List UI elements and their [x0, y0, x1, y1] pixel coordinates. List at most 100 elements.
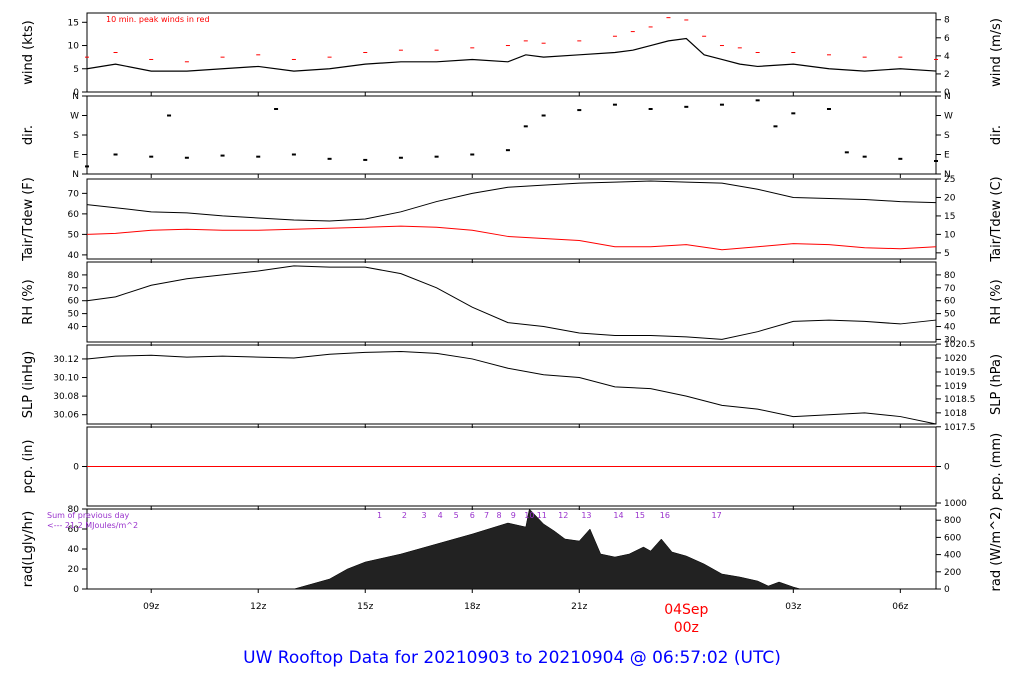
rad-hour-label: 1 [377, 511, 382, 520]
dir-point [719, 103, 724, 106]
temp-right-tick-label: 5 [944, 249, 950, 259]
rad-right-tick-label: 400 [944, 551, 961, 561]
dir-right-tick-label: E [944, 151, 950, 161]
dir-left-tick-label: E [73, 151, 79, 161]
temp-right-tick-label: 15 [944, 212, 955, 222]
slp-right-tick-label: 1020.5 [944, 340, 976, 350]
rad-note-line1: Sum of previous day [47, 511, 129, 520]
dir-point [398, 156, 403, 159]
temp-left-tick-label: 70 [68, 189, 80, 199]
slp-right-tick-label: 1017.5 [944, 423, 976, 433]
dir-left-tick-label: N [72, 92, 79, 102]
x-tick-label: 09z [143, 602, 159, 612]
wind-left-axis-label: wind (kts) [21, 20, 36, 84]
x-tick-label: 18z [464, 602, 480, 612]
wind-right-tick-label: 6 [944, 34, 950, 44]
dir-point [791, 112, 796, 115]
dir-point [773, 125, 778, 128]
dir-point [934, 160, 938, 162]
dir-point [113, 153, 118, 156]
rad-left-axis-label: rad(Lgly/hr) [21, 511, 36, 587]
rad-hour-label: 4 [438, 511, 443, 520]
dir-point [523, 125, 528, 128]
rad-hour-label: 6 [470, 511, 475, 520]
rh-panel-frame [86, 261, 937, 343]
slp-left-tick-label: 30.12 [53, 355, 79, 365]
dir-point [577, 109, 582, 112]
rh-right-tick-label: 70 [944, 284, 956, 294]
rh-left-tick-label: 50 [68, 310, 80, 320]
rad-hour-label: 13 [581, 511, 591, 520]
dir-point [541, 114, 546, 117]
slp-line [86, 351, 937, 425]
rh-left-axis-label: RH (%) [21, 279, 36, 324]
rad-right-tick-label: 600 [944, 533, 961, 543]
rad-hour-label: 7 [484, 511, 489, 520]
dir-point [648, 108, 653, 110]
wind-left-tick-label: 10 [68, 42, 80, 52]
rad-left-tick-label: 60 [68, 525, 80, 535]
rad-hour-label: 12 [558, 511, 568, 520]
rh-left-tick-label: 60 [68, 297, 80, 307]
date-marker-date: 04Sep [664, 602, 708, 618]
dir-right-tick-label: W [944, 112, 953, 122]
rad-hour-label: 2 [402, 511, 407, 520]
wind-left-tick-label: 15 [68, 18, 79, 28]
dir-panel-frame [86, 95, 937, 175]
rad-note-line2: <--- 21.2 MJoules/m^2 [47, 521, 138, 530]
wind-right-tick-label: 2 [944, 70, 950, 80]
dir-point [434, 155, 439, 158]
x-tick-label: 06z [892, 602, 908, 612]
dir-point [898, 157, 903, 160]
temp-right-axis-label: Tair/Tdew (C) [989, 176, 1004, 262]
dir-point [291, 153, 296, 156]
dir-left-tick-label: N [72, 170, 79, 180]
rad-right-tick-label: 200 [944, 568, 961, 578]
wind-right-tick-label: 0 [944, 88, 950, 98]
dir-right-tick-label: S [944, 131, 950, 141]
temp-left-tick-label: 60 [68, 210, 80, 220]
chart-title: UW Rooftop Data for 20210903 to 20210904… [243, 648, 781, 668]
slp-right-tick-label: 1018 [944, 409, 967, 419]
dir-point [220, 154, 225, 157]
dir-point [612, 103, 617, 106]
dir-point [149, 155, 154, 158]
dir-point [274, 108, 279, 110]
slp-left-axis-label: SLP (inHg) [21, 351, 36, 419]
dir-point [684, 105, 689, 108]
x-tick-label: 03z [785, 602, 801, 612]
dir-left-tick-label: W [70, 112, 79, 122]
dir-left-tick-label: S [73, 131, 79, 141]
rh-right-tick-label: 40 [944, 323, 956, 333]
rad-hour-label: 5 [454, 511, 459, 520]
wind-right-tick-label: 4 [944, 52, 950, 62]
x-tick-label: 15z [357, 602, 373, 612]
rh-line [86, 265, 937, 340]
slp-right-tick-label: 1019 [944, 382, 967, 392]
rad-hour-label: 10 [524, 511, 534, 520]
x-tick-label: 21z [571, 602, 587, 612]
pcp-left-tick-label: 0 [73, 463, 79, 473]
rad-right-tick-label: 1000 [944, 499, 967, 509]
rad-hour-label: 3 [422, 511, 427, 520]
rad-hour-label: 9 [511, 511, 516, 520]
rad-hour-label: 16 [660, 511, 670, 520]
dir-point [184, 156, 189, 159]
rh-right-tick-label: 80 [944, 271, 956, 281]
slp-left-tick-label: 30.10 [53, 374, 79, 384]
slp-panel-frame [86, 344, 937, 425]
dir-point [85, 165, 89, 168]
dir-right-axis-label: dir. [989, 125, 1004, 145]
dir-point [755, 99, 760, 102]
wind-left-tick-label: 0 [73, 88, 79, 98]
wind-panel-frame [86, 12, 937, 93]
dir-point [470, 153, 475, 156]
temp-right-tick-label: 25 [944, 175, 955, 185]
rh-right-tick-label: 30 [944, 335, 956, 345]
rad-right-tick-label: 0 [944, 585, 950, 595]
temp-left-axis-label: Tair/Tdew (F) [21, 177, 36, 262]
dir-right-tick-label: N [944, 92, 951, 102]
wind-left-tick-label: 5 [73, 65, 79, 75]
dir-left-axis-label: dir. [21, 125, 36, 145]
